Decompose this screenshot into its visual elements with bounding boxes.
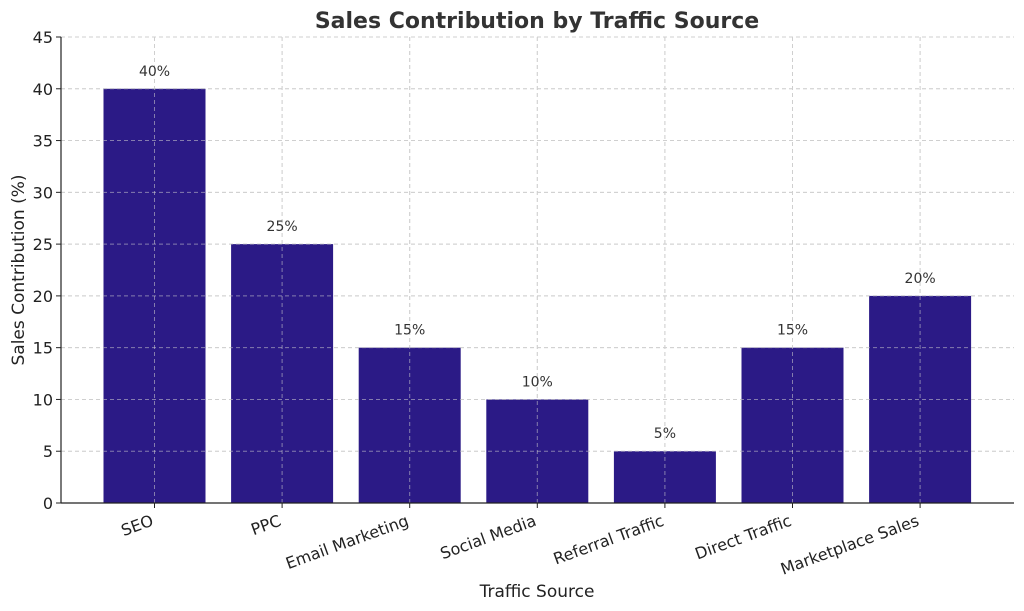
bars-layer xyxy=(61,36,1014,504)
y-tick-label: 5 xyxy=(43,442,53,461)
y-tick-label: 25 xyxy=(33,235,53,254)
data-label: 15% xyxy=(394,323,425,339)
data-label: 5% xyxy=(654,426,676,442)
x-tick-label: Marketplace Sales xyxy=(778,511,921,579)
data-label: 10% xyxy=(522,374,553,390)
data-label: 20% xyxy=(905,271,936,287)
y-axis-label: Sales Contribution (%) xyxy=(9,174,29,365)
chart-title: Sales Contribution by Traffic Source xyxy=(315,9,759,34)
bar xyxy=(869,295,972,503)
y-tick-label: 20 xyxy=(33,287,53,306)
x-tick-label: SEO xyxy=(118,511,155,540)
x-tick-label: Social Media xyxy=(438,511,539,563)
data-label: 25% xyxy=(267,219,298,235)
y-tick-label: 15 xyxy=(33,339,53,358)
x-tick-label: Referral Traffic xyxy=(551,511,667,569)
x-tick-label: PPC xyxy=(248,511,283,539)
x-tick-label: Email Marketing xyxy=(283,511,411,573)
x-tick-label: Direct Traffic xyxy=(692,511,793,563)
y-tick-label: 35 xyxy=(33,132,53,151)
y-tick-label: 40 xyxy=(33,80,53,99)
axes-layer xyxy=(56,36,1014,508)
data-label: 40% xyxy=(139,64,170,80)
y-tick-label: 30 xyxy=(33,183,53,202)
y-tick-label: 0 xyxy=(43,494,53,513)
y-tick-label: 45 xyxy=(33,28,53,47)
data-label: 15% xyxy=(777,323,808,339)
y-tick-label: 10 xyxy=(33,390,53,409)
x-axis-label: Traffic Source xyxy=(479,582,595,602)
